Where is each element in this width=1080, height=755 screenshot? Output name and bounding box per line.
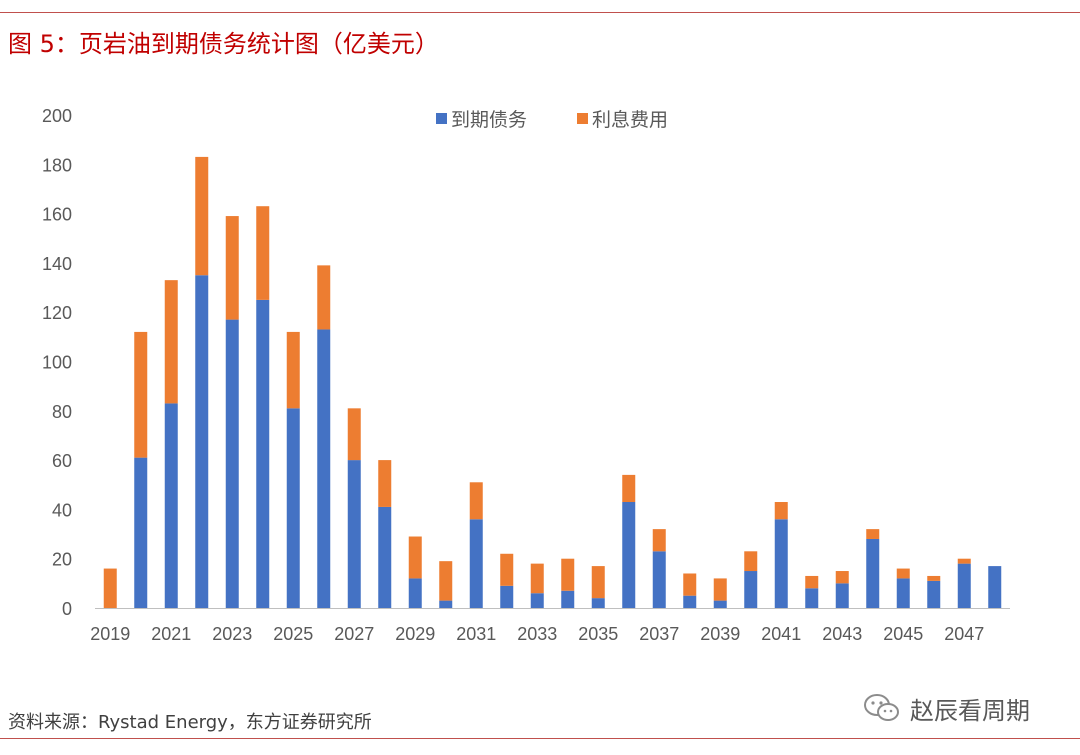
bar-interest — [652, 529, 666, 552]
bar-interest — [774, 502, 788, 520]
legend-swatch-debt — [436, 113, 447, 124]
bar-interest — [256, 206, 270, 300]
y-tick-label: 60 — [52, 451, 72, 471]
bar-interest — [500, 553, 514, 586]
bottom-rule — [0, 738, 1080, 739]
bar-debt — [530, 593, 544, 608]
bar-interest — [439, 561, 453, 601]
bar-interest — [561, 558, 575, 591]
bar-interest — [530, 563, 544, 594]
bar-interest — [927, 575, 941, 581]
bar-debt — [195, 275, 209, 608]
bar-interest — [347, 408, 361, 461]
bar-interest — [835, 571, 849, 584]
wechat-icon — [864, 694, 899, 721]
y-tick-label: 200 — [42, 106, 72, 126]
bar-debt — [164, 403, 178, 608]
watermark: 赵辰看周期 — [862, 688, 1030, 728]
bar-interest — [896, 568, 910, 579]
bar-interest — [286, 331, 300, 409]
bar-debt — [378, 506, 392, 608]
bar-interest — [805, 575, 819, 589]
x-tick-label: 2039 — [700, 624, 740, 644]
x-tick-label: 2045 — [883, 624, 923, 644]
bar-debt — [591, 598, 605, 608]
bar-interest — [957, 558, 971, 564]
bar-debt — [957, 563, 971, 608]
bar-debt — [988, 566, 1002, 608]
y-tick-label: 160 — [42, 205, 72, 225]
y-tick-label: 120 — [42, 303, 72, 323]
x-tick-label: 2043 — [822, 624, 862, 644]
x-tick-label: 2019 — [90, 624, 130, 644]
bar-debt — [500, 585, 514, 608]
bar-debt — [774, 519, 788, 608]
x-tick-label: 2027 — [334, 624, 374, 644]
bar-interest — [713, 578, 727, 601]
stacked-bar-chart: 0 20 40 60 80 100 120 140 160 180 200 2019 2021 2023 2… — [42, 106, 1010, 644]
top-rule — [0, 12, 1080, 13]
y-tick-label: 180 — [42, 155, 72, 175]
x-tick-label: 2035 — [578, 624, 618, 644]
x-tick-label: 2021 — [151, 624, 191, 644]
legend-label-debt: 到期债务 — [451, 109, 527, 131]
x-tick-label: 2029 — [395, 624, 435, 644]
bar-debt — [713, 600, 727, 608]
bar-debt — [347, 460, 361, 608]
bar-debt — [439, 600, 453, 608]
bar-interest — [469, 482, 483, 520]
bar-interest — [134, 331, 148, 458]
y-tick-label: 20 — [52, 550, 72, 570]
bar-debt — [286, 408, 300, 608]
figure-title: 图 5：页岩油到期债务统计图（亿美元） — [8, 30, 439, 58]
source-note: 资料来源：Rystad Energy，东方证券研究所 — [8, 712, 372, 733]
x-tick-label: 2031 — [456, 624, 496, 644]
bar-debt — [652, 551, 666, 608]
x-tick-label: 2047 — [944, 624, 984, 644]
bar-debt — [561, 590, 575, 608]
bar-interest — [164, 280, 178, 404]
bar-interest — [317, 265, 331, 330]
bar-debt — [408, 578, 422, 608]
x-tick-label: 2025 — [273, 624, 313, 644]
bar-debt — [927, 580, 941, 608]
y-tick-label: 80 — [52, 402, 72, 422]
bar-interest — [408, 536, 422, 579]
y-tick-label: 100 — [42, 353, 72, 373]
x-tick-label: 2023 — [212, 624, 252, 644]
bar-debt — [256, 299, 270, 608]
bar-debt — [469, 519, 483, 608]
bar-debt — [835, 583, 849, 608]
bar-debt — [866, 538, 880, 608]
legend-swatch-interest — [577, 113, 588, 124]
x-tick-label: 2033 — [517, 624, 557, 644]
y-tick-label: 40 — [52, 500, 72, 520]
bar-interest — [378, 460, 392, 507]
bar-interest — [225, 216, 239, 320]
legend-label-interest: 利息费用 — [592, 109, 668, 131]
bar-debt — [683, 595, 697, 608]
y-tick-label: 0 — [62, 599, 72, 619]
x-tick-label: 2037 — [639, 624, 679, 644]
bar-debt — [134, 457, 148, 608]
bar-debt — [896, 578, 910, 608]
y-tick-label: 140 — [42, 254, 72, 274]
bar-debt — [744, 571, 758, 608]
bar-interest — [866, 529, 880, 539]
bar-interest — [103, 568, 117, 608]
bar-interest — [591, 566, 605, 599]
bar-interest — [622, 474, 636, 503]
bar-debt — [805, 588, 819, 608]
watermark-text: 赵辰看周期 — [910, 696, 1030, 725]
x-tick-label: 2041 — [761, 624, 801, 644]
bar-interest — [683, 573, 697, 596]
bar-debt — [622, 502, 636, 608]
bar-interest — [195, 156, 209, 276]
bar-debt — [317, 329, 331, 608]
bar-debt — [225, 319, 239, 608]
bar-interest — [744, 551, 758, 572]
